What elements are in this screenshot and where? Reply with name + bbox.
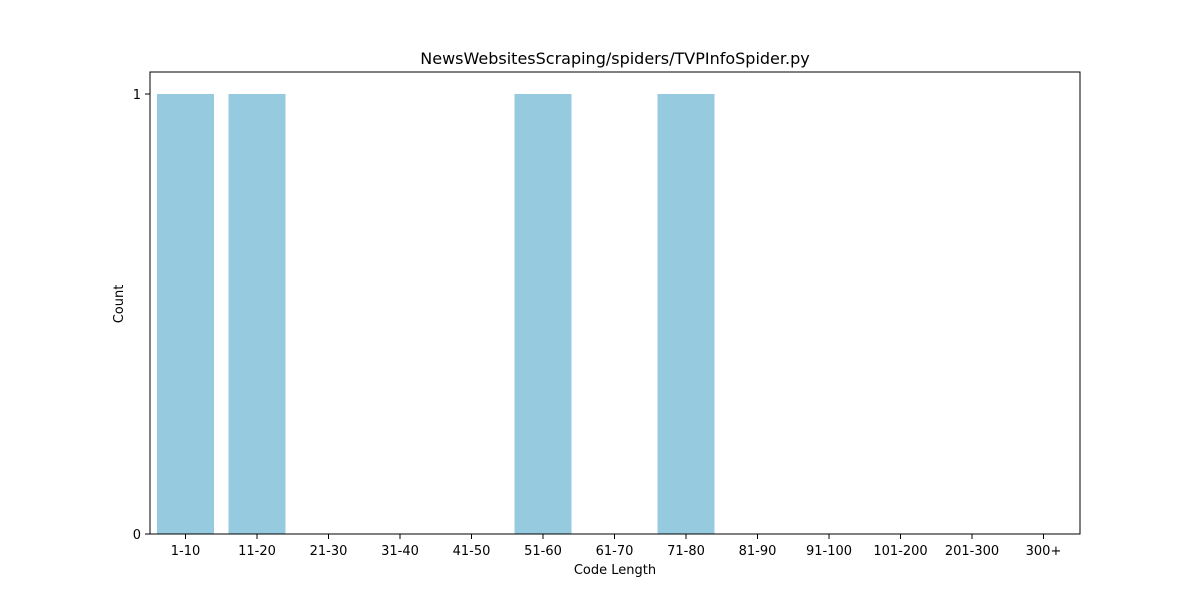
x-tick-label: 51-60 bbox=[524, 544, 562, 559]
x-tick-label: 101-200 bbox=[873, 544, 927, 559]
y-tick-label: 0 bbox=[133, 528, 141, 543]
chart-title: NewsWebsitesScraping/spiders/TVPInfoSpid… bbox=[420, 49, 809, 68]
bar-51-60 bbox=[514, 94, 572, 534]
x-axis: 1-10 11-20 21-30 31-40 41-50 51-60 61-70 71-80 8… bbox=[171, 534, 1062, 559]
x-tick-label: 201-300 bbox=[945, 544, 999, 559]
y-axis-label: Count bbox=[112, 285, 127, 324]
x-tick-label: 91-100 bbox=[806, 544, 852, 559]
plot-frame bbox=[149, 71, 1081, 535]
x-tick-label: 61-70 bbox=[596, 544, 634, 559]
x-tick-label: 300+ bbox=[1026, 544, 1062, 559]
x-tick-label: 31-40 bbox=[381, 544, 419, 559]
bar-71-80 bbox=[657, 94, 715, 534]
bars-layer bbox=[157, 94, 715, 534]
x-tick-label: 71-80 bbox=[667, 544, 705, 559]
bar-1-10 bbox=[157, 94, 214, 534]
x-tick-label: 11-20 bbox=[238, 544, 276, 559]
y-tick-label: 1 bbox=[133, 88, 141, 103]
x-tick-label: 21-30 bbox=[310, 544, 348, 559]
bar-11-20 bbox=[228, 94, 286, 534]
x-tick-label: 41-50 bbox=[453, 544, 491, 559]
x-axis-label: Code Length bbox=[574, 563, 656, 578]
x-tick-label: 81-90 bbox=[739, 544, 777, 559]
x-tick-label: 1-10 bbox=[171, 544, 201, 559]
y-axis: 01 bbox=[133, 88, 150, 543]
